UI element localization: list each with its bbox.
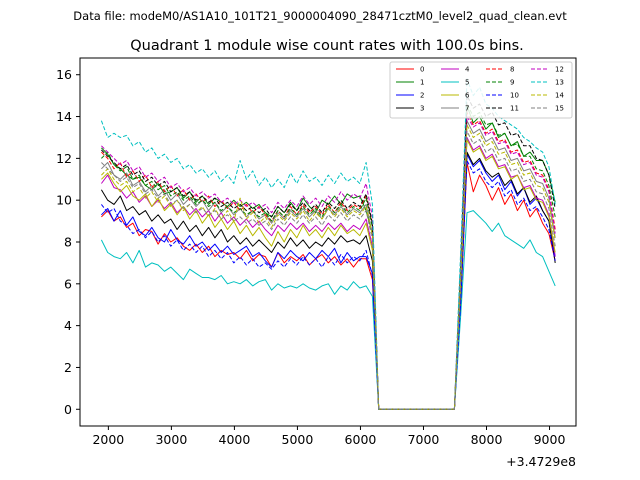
y-tick-label: 6 — [64, 276, 72, 291]
y-axis: 0 2 4 6 8 10 12 14 16 — [56, 67, 80, 417]
legend-label-10: 10 — [510, 92, 519, 100]
y-tick-label: 8 — [64, 235, 72, 250]
series-line-6 — [101, 139, 556, 410]
legend-label-6: 6 — [465, 92, 470, 100]
x-tick-label: 9000 — [534, 432, 566, 447]
legend-label-14: 14 — [555, 92, 564, 100]
legend-label-0: 0 — [420, 66, 424, 74]
x-axis: 2000 3000 4000 5000 6000 7000 8000 9000 — [92, 426, 565, 447]
legend-label-1: 1 — [420, 79, 424, 87]
legend-label-15: 15 — [555, 105, 564, 113]
x-tick-label: 2000 — [92, 432, 124, 447]
legend-label-8: 8 — [510, 66, 514, 74]
legend-label-5: 5 — [465, 79, 469, 87]
y-tick-label: 2 — [64, 360, 72, 375]
series-line-0 — [101, 162, 556, 410]
x-offset-label: +3.4729e8 — [506, 454, 576, 469]
legend-label-7: 7 — [465, 105, 469, 113]
legend-label-4: 4 — [465, 66, 470, 74]
chart-title: Quadrant 1 module wise count rates with … — [130, 38, 524, 54]
series-line-13 — [100, 78, 556, 410]
series-line-2 — [101, 153, 556, 410]
legend-label-13: 13 — [555, 79, 564, 87]
series-line-3 — [100, 151, 556, 410]
legend-box — [389, 61, 573, 119]
y-tick-label: 12 — [56, 151, 72, 166]
y-tick-label: 10 — [56, 193, 72, 208]
y-tick-label: 16 — [56, 67, 72, 82]
legend-label-2: 2 — [420, 92, 424, 100]
series-line-4 — [101, 137, 556, 410]
series-line-12 — [101, 116, 556, 410]
series-line-10 — [101, 160, 556, 410]
x-tick-label: 3000 — [155, 432, 187, 447]
x-tick-label: 5000 — [282, 432, 314, 447]
x-tick-label: 4000 — [219, 432, 251, 447]
x-tick-label: 6000 — [345, 432, 377, 447]
series-line-15 — [101, 130, 556, 410]
y-tick-label: 14 — [56, 109, 72, 124]
legend-label-11: 11 — [510, 105, 519, 113]
legend-label-3: 3 — [420, 105, 424, 113]
series-line-5 — [100, 210, 556, 410]
x-tick-label: 8000 — [471, 432, 503, 447]
y-tick-label: 4 — [64, 318, 72, 333]
legend-label-9: 9 — [510, 79, 514, 87]
figure-suptitle: Data file: modeM0/AS1A10_101T21_90000040… — [73, 9, 567, 23]
legend-label-12: 12 — [555, 66, 564, 74]
y-tick-label: 0 — [64, 402, 72, 417]
x-tick-label: 7000 — [408, 432, 440, 447]
series-line-8 — [101, 111, 556, 410]
